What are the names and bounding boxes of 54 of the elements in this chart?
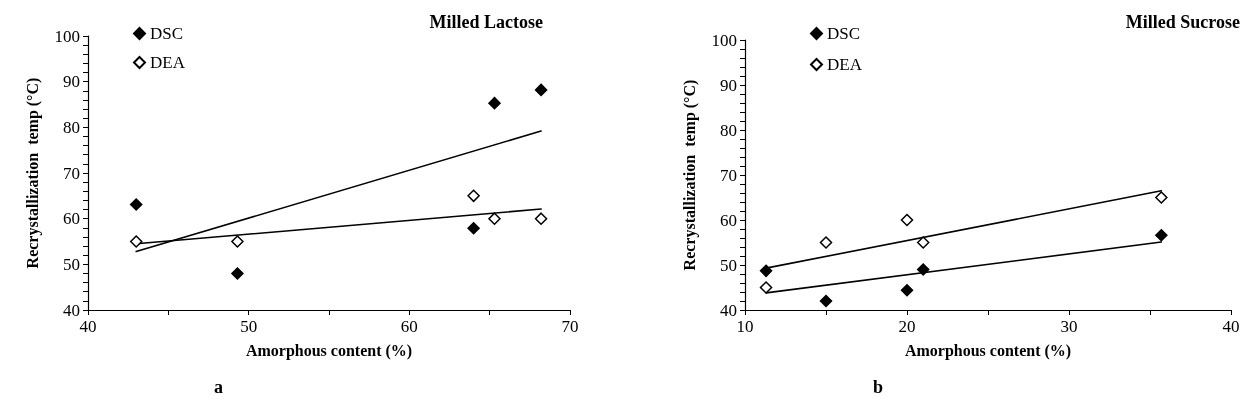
point — [900, 213, 914, 227]
x-tick-label: 70 — [561, 317, 579, 336]
point — [488, 96, 501, 110]
text: a — [214, 377, 223, 397]
y-tick-label: 90 — [63, 72, 80, 92]
y-tick-label: 100 — [54, 26, 80, 46]
x-axis-title: Amorphous content (%) — [904, 341, 1072, 360]
point — [819, 236, 833, 249]
point — [1155, 191, 1168, 204]
point — [900, 283, 914, 297]
y-axis-title: Recrystallization temp (°C) — [680, 79, 699, 271]
point — [488, 212, 501, 225]
y-tick-label: 50 — [720, 255, 737, 275]
point — [534, 212, 548, 225]
y-axis-title: Recrystallization temp (°C) — [23, 77, 42, 269]
x-tick-label: 10 — [736, 317, 754, 336]
x-tick-label: 60 — [400, 317, 418, 336]
legend-label: DSC — [150, 24, 184, 43]
legend-label: DSC — [827, 24, 861, 43]
y-tick-label: 80 — [720, 120, 737, 140]
x-tick-label: 20 — [898, 317, 916, 336]
point — [231, 235, 244, 248]
point — [819, 294, 833, 308]
point — [759, 264, 773, 278]
y-tick-label: 60 — [720, 210, 737, 230]
chart-title: Milled Sucrose — [1125, 12, 1241, 32]
y-tick-label: 70 — [720, 165, 737, 185]
legend-label: DEA — [150, 53, 186, 72]
point — [916, 263, 930, 276]
x-tick-label: 40 — [79, 317, 97, 336]
point — [916, 236, 930, 249]
x-tick-label: 30 — [1060, 317, 1078, 336]
y-tick-label: 50 — [63, 254, 80, 274]
point — [467, 222, 480, 235]
x-tick-label: 40 — [1222, 317, 1240, 336]
point — [231, 267, 244, 280]
y-tick-label: 60 — [63, 209, 80, 229]
y-tick-label: 80 — [63, 117, 80, 137]
point — [129, 198, 143, 211]
y-tick-label: 40 — [63, 300, 80, 320]
y-tick-label: 40 — [720, 300, 737, 320]
text: b — [873, 377, 884, 397]
point — [759, 281, 773, 294]
chart-title: Milled Lactose — [429, 12, 544, 32]
point — [467, 189, 480, 203]
point — [534, 83, 548, 97]
y-tick-label: 70 — [63, 163, 80, 183]
point — [129, 235, 143, 248]
legend-label: DEA — [827, 55, 863, 74]
x-axis-title: Amorphous content (%) — [245, 341, 413, 360]
y-tick-label: 100 — [711, 30, 737, 50]
x-tick-label: 50 — [240, 317, 258, 336]
point — [1155, 229, 1168, 242]
y-tick-label: 90 — [720, 75, 737, 95]
